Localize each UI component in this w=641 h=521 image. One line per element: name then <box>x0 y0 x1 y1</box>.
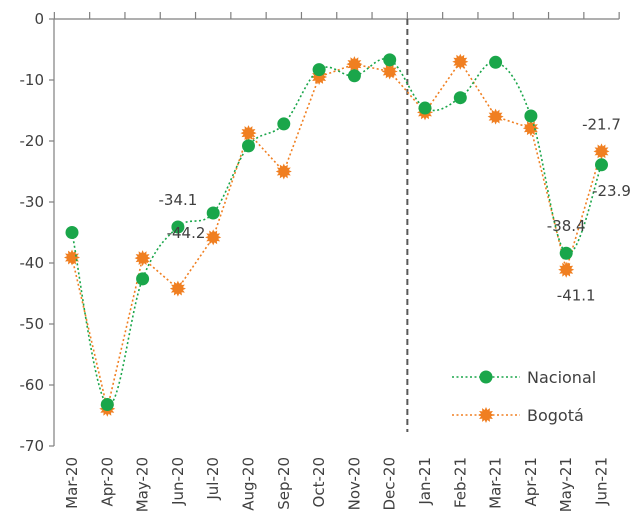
data-point <box>452 53 469 70</box>
y-tick-label: -70 <box>20 437 45 455</box>
data-point <box>383 53 397 67</box>
y-tick-label: -30 <box>20 193 45 211</box>
legend-label: Bogotá <box>527 406 584 425</box>
data-point <box>489 55 503 69</box>
data-label: -23.9 <box>592 182 631 200</box>
x-category-label: Jun-21 <box>593 457 611 506</box>
series-layer <box>64 53 610 417</box>
data-point <box>136 272 150 286</box>
data-label: -38.4 <box>547 217 586 235</box>
data-point <box>206 206 220 220</box>
y-tick-label: 0 <box>34 10 44 28</box>
x-category-label: Aug-20 <box>240 457 258 511</box>
data-point <box>347 69 361 83</box>
series-line <box>71 60 603 409</box>
data-labels: -34.1 -44.2 -21.7 -23.9 -38.4 -41.1 <box>158 115 630 304</box>
x-category-label: Nov-20 <box>345 457 363 510</box>
data-point <box>524 109 538 123</box>
data-point <box>275 163 292 180</box>
y-axis: 0 -10 -20 -30 -40 -50 -60 -70 <box>20 10 55 455</box>
data-point <box>311 68 328 85</box>
y-tick-label: -40 <box>20 254 45 272</box>
x-category-label: May-21 <box>557 457 575 512</box>
data-label: -34.1 <box>158 191 197 209</box>
data-point <box>418 101 432 115</box>
data-point <box>64 249 80 266</box>
data-point <box>171 220 185 234</box>
x-category-label: Jan-21 <box>416 457 434 506</box>
data-point <box>312 63 326 77</box>
x-category-label: May-20 <box>134 457 152 512</box>
data-point <box>100 398 114 412</box>
legend-label: Nacional <box>527 368 596 387</box>
legend-item-nacional: Nacional <box>452 368 596 387</box>
data-label: -41.1 <box>557 287 596 305</box>
data-point <box>381 63 398 80</box>
y-tick-label: -60 <box>20 376 45 394</box>
series-line <box>71 58 603 406</box>
data-point <box>595 158 608 172</box>
x-category-label: Apr-20 <box>98 457 116 507</box>
y-tick-label: -20 <box>20 132 45 150</box>
legend-marker <box>478 407 494 423</box>
data-label: -21.7 <box>582 115 621 133</box>
x-axis: Mar-20 Apr-20 May-20 Jun-20 Jul-20 Aug-20 Sep-… <box>53 12 620 512</box>
data-point <box>134 250 151 267</box>
x-category-label: Mar-20 <box>63 457 81 509</box>
data-point <box>453 91 467 105</box>
x-category-label: Mar-21 <box>487 457 505 509</box>
x-category-label: Sep-20 <box>275 457 293 510</box>
x-category-label: Apr-21 <box>522 457 540 507</box>
data-point <box>242 139 255 153</box>
series-nacional <box>65 53 608 412</box>
data-point <box>559 246 573 260</box>
x-category-label: Jul-20 <box>204 457 222 501</box>
data-point <box>65 226 79 239</box>
x-category-label: Oct-20 <box>310 457 328 507</box>
data-point <box>205 229 222 246</box>
data-point <box>487 108 504 125</box>
data-point <box>346 56 363 73</box>
data-point <box>558 261 575 278</box>
data-point <box>169 280 186 297</box>
y-tick-label: -10 <box>20 71 45 89</box>
data-point <box>240 125 257 142</box>
data-point <box>593 143 610 160</box>
legend: Nacional Bogotá <box>452 368 596 425</box>
legend-item-bogot: Bogotá <box>452 406 584 425</box>
data-point <box>522 120 539 137</box>
x-category-label: Jun-20 <box>169 457 187 506</box>
x-category-label: Feb-21 <box>451 457 469 508</box>
data-point <box>277 117 291 131</box>
x-category-label: Dec-20 <box>381 457 399 511</box>
legend-marker <box>479 370 493 384</box>
data-label: -44.2 <box>167 224 206 242</box>
y-tick-label: -50 <box>20 315 45 333</box>
